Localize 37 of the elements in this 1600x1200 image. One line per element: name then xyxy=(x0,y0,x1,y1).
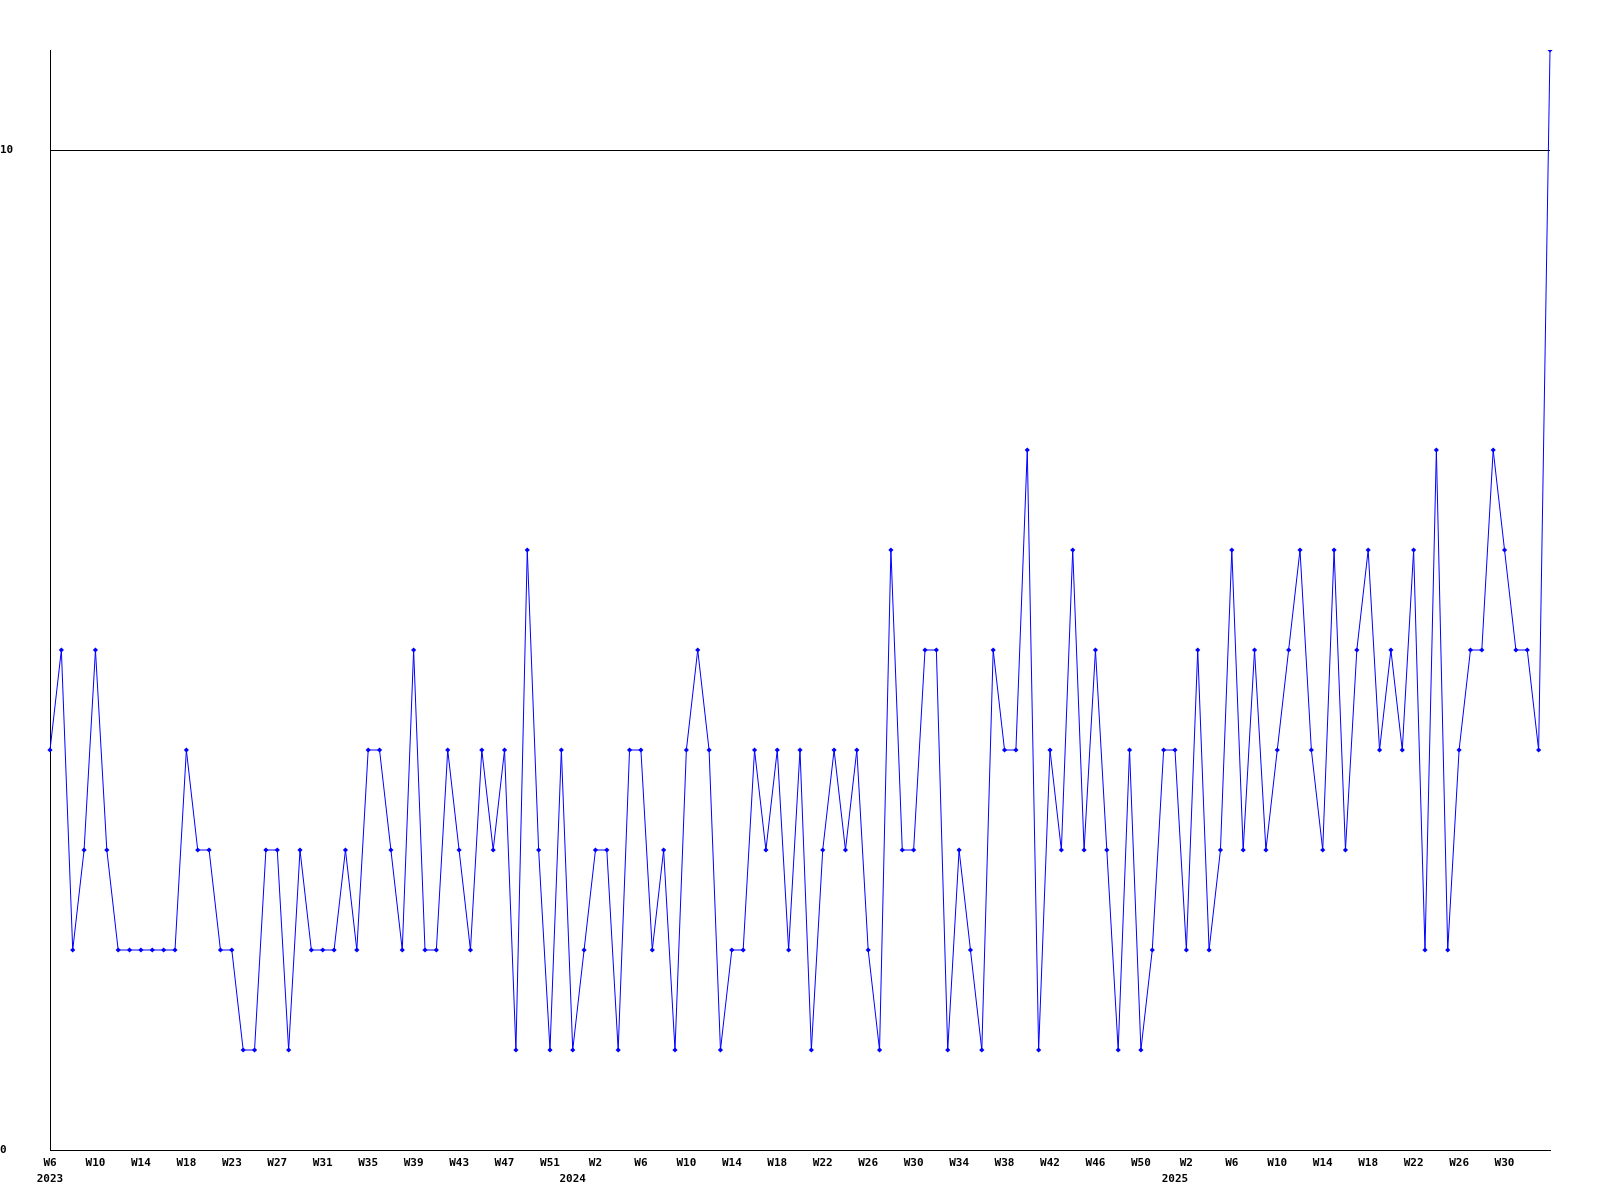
x-tick-label: W42 xyxy=(1040,1155,1060,1169)
x-tick-label: W51 xyxy=(540,1155,561,1169)
x-tick-label: W2 xyxy=(588,1155,603,1169)
x-tick-label: W23 xyxy=(221,1155,242,1169)
x-tick-label: W10 xyxy=(1267,1155,1288,1169)
x-tick-label: W30 xyxy=(903,1155,924,1169)
x-tick-label: W14 xyxy=(1312,1155,1334,1169)
y-tick-label: 10 xyxy=(0,142,14,156)
x-tick-label: W10 xyxy=(85,1155,106,1169)
x-tick-label: W26 xyxy=(858,1155,879,1169)
x-tick-label: W14 xyxy=(130,1155,152,1169)
x-tick-label: W47 xyxy=(494,1155,515,1169)
x-tick-label: W27 xyxy=(267,1155,288,1169)
x-tick-label: W14 xyxy=(721,1155,743,1169)
x-tick-label: W38 xyxy=(994,1155,1015,1169)
x-tick-label: W26 xyxy=(1449,1155,1470,1169)
x-tick-label: W6 xyxy=(1225,1155,1239,1169)
x-tick-label: W18 xyxy=(176,1155,197,1169)
x-tick-label: W31 xyxy=(312,1155,334,1169)
x-tick-label: W2 xyxy=(1179,1155,1193,1169)
x-tick-label: W18 xyxy=(1358,1155,1379,1169)
x-tick-label: W30 xyxy=(1494,1155,1515,1169)
x-tick-label: W43 xyxy=(449,1155,470,1169)
x-tick-label: W35 xyxy=(358,1155,379,1169)
x-tick-label: W50 xyxy=(1130,1155,1151,1169)
x-tick-label: 2024 xyxy=(559,1171,587,1185)
x-tick-label: W22 xyxy=(1403,1155,1424,1169)
x-tick-label: W22 xyxy=(812,1155,833,1169)
x-tick-label: W34 xyxy=(949,1155,970,1169)
x-tick-label: W39 xyxy=(403,1155,424,1169)
x-tick-label: W10 xyxy=(676,1155,697,1169)
x-tick-label: W6 2023 xyxy=(36,1155,64,1185)
x-tick-label: W46 xyxy=(1085,1155,1106,1169)
x-tick-label: W18 xyxy=(767,1155,788,1169)
x-tick-label: W6 xyxy=(634,1155,648,1169)
y-tick-label: 0 xyxy=(0,1142,7,1156)
x-tick-label: 2025 xyxy=(1161,1171,1189,1185)
